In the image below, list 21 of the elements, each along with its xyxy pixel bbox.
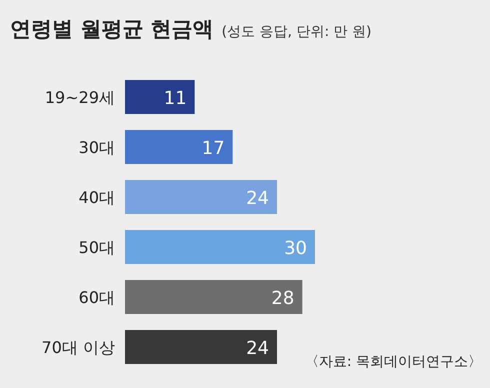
data-label: 11 [164, 88, 187, 109]
y-tick-label: 70대 이상 [42, 338, 115, 357]
data-label: 17 [202, 138, 225, 159]
y-tick-label: 50대 [78, 238, 115, 257]
chart-subtitle: (성도 응답, 단위: 만 원) [222, 24, 372, 40]
y-tick-label: 40대 [78, 188, 115, 207]
data-label: 30 [284, 238, 307, 259]
y-tick-label: 30대 [78, 138, 115, 157]
bar [125, 130, 233, 164]
bar [125, 280, 302, 314]
data-label: 24 [246, 338, 269, 359]
bar [125, 180, 277, 214]
bar [125, 330, 277, 364]
annotation: 〈자료: 목회데이터연구소〉 [304, 354, 482, 370]
bar [125, 230, 315, 264]
y-tick-label: 19~29세 [44, 88, 115, 107]
data-label: 24 [246, 188, 269, 209]
y-tick-label: 60대 [78, 288, 115, 307]
bar [125, 80, 195, 114]
chart-title: 연령별 월평균 현금액 [10, 17, 214, 41]
data-label: 28 [271, 288, 294, 309]
